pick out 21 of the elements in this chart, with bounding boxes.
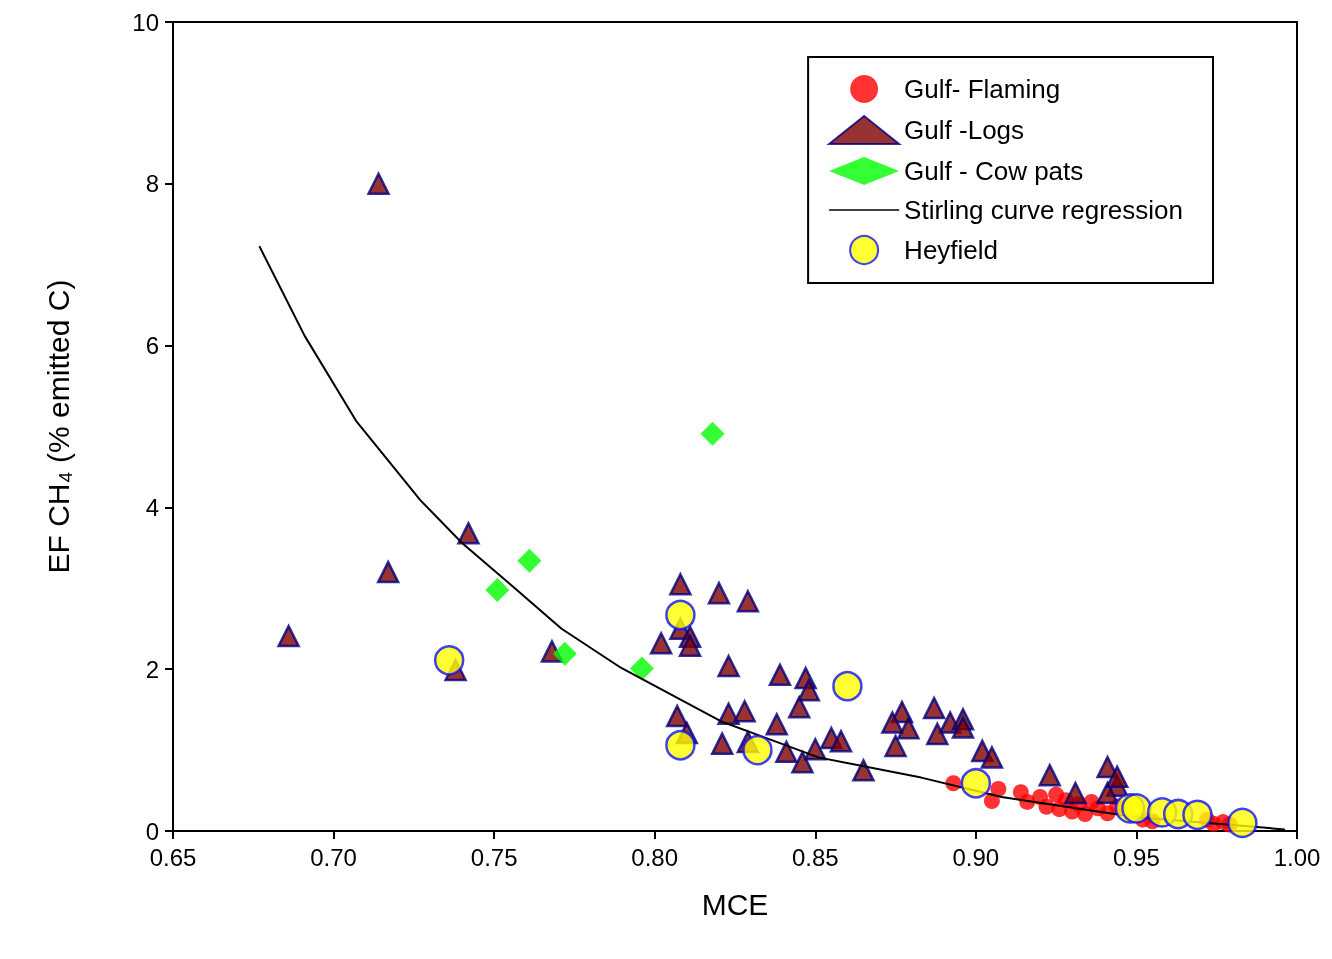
y-tick-label: 0 [145, 817, 159, 845]
x-tick-label: 0.85 [791, 843, 839, 871]
x-tick-label: 0.70 [310, 843, 357, 871]
legend-label: Gulf- Flaming [904, 74, 1061, 104]
x-tick-label: 1.00 [1273, 843, 1321, 871]
x-tick-label: 0.90 [952, 843, 1000, 871]
x-tick-label: 0.95 [1113, 843, 1160, 871]
y-tick-label: 4 [145, 493, 159, 521]
x-tick-label: 0.80 [631, 843, 679, 871]
y-axis-title: EF CH₄ (% emitted C) [41, 279, 75, 574]
legend-label: Gulf - Cow pats [904, 156, 1084, 186]
y-tick-label: 2 [145, 655, 159, 683]
y-tick-label: 6 [145, 332, 159, 360]
y-tick-label: 8 [145, 170, 159, 198]
x-axis-title: MCE [701, 887, 769, 921]
x-tick-label: 0.75 [470, 843, 518, 871]
x-tick-label: 0.65 [149, 843, 197, 871]
legend-label: Gulf -Logs [904, 115, 1025, 145]
legend-label: Heyfield [904, 235, 999, 265]
legend-label: Stirling curve regression [904, 195, 1183, 225]
y-tick-label: 10 [132, 8, 159, 36]
